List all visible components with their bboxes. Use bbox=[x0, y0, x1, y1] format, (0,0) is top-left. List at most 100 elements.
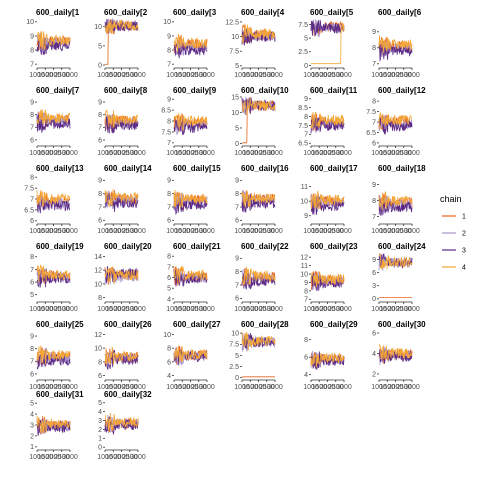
series-line-chain-4 bbox=[310, 111, 345, 129]
y-tick-label: 3 bbox=[30, 422, 34, 429]
x-tick-label: 3000 bbox=[336, 150, 352, 157]
series-line-chain-4 bbox=[36, 189, 71, 208]
series-line-chain-4 bbox=[173, 33, 208, 53]
y-tick-label: 7.5 bbox=[298, 123, 308, 130]
panel-title: 600_daily[30 bbox=[378, 320, 426, 329]
x-tick-label: 1500 bbox=[37, 228, 53, 235]
series-line-chain-4 bbox=[104, 20, 139, 35]
series-line-chain-4 bbox=[104, 412, 139, 432]
y-tick-label: 8 bbox=[167, 118, 171, 125]
x-tick-label: 1500 bbox=[105, 454, 121, 461]
y-tick-label: 10 bbox=[300, 271, 308, 278]
x-tick-label: 3000 bbox=[404, 72, 420, 79]
y-tick-label: 9 bbox=[167, 178, 171, 185]
x-tick-label: 2500 bbox=[396, 72, 412, 79]
panel-title: 600_daily[8 bbox=[104, 86, 148, 95]
series-line-chain-4 bbox=[36, 345, 71, 365]
y-tick-label: 10 bbox=[231, 34, 239, 41]
x-tick-label: 2000 bbox=[251, 306, 267, 313]
y-tick-label: 4 bbox=[30, 411, 34, 418]
y-tick-label: 10 bbox=[163, 332, 171, 339]
y-tick-label: 6 bbox=[372, 330, 376, 337]
x-tick-label: 2000 bbox=[183, 150, 199, 157]
x-tick-label: 1500 bbox=[37, 384, 53, 391]
x-tick-label: 3000 bbox=[199, 306, 215, 313]
y-tick-label: 6 bbox=[372, 140, 376, 147]
y-tick-label: 7 bbox=[235, 204, 239, 211]
x-tick-label: 2000 bbox=[251, 72, 267, 79]
series-line-chain-4 bbox=[241, 191, 276, 208]
legend: chain 1 2 3 4 bbox=[440, 194, 466, 272]
x-tick-label: 2000 bbox=[114, 384, 130, 391]
x-tick-label: 1000 bbox=[29, 384, 45, 391]
y-tick-label: 4 bbox=[304, 372, 308, 379]
y-tick-label: 3 bbox=[372, 283, 376, 290]
x-tick-label: 1500 bbox=[105, 150, 121, 157]
x-tick-label: 2500 bbox=[191, 150, 207, 157]
panel-title: 600_daily[20 bbox=[104, 242, 152, 251]
x-tick-label: 1500 bbox=[379, 384, 395, 391]
x-tick-label: 1500 bbox=[37, 454, 53, 461]
y-tick-label: 7.5 bbox=[366, 109, 376, 116]
x-tick-label: 3000 bbox=[62, 454, 78, 461]
x-tick-label: 2500 bbox=[191, 306, 207, 313]
y-tick-label: 10 bbox=[26, 19, 34, 26]
y-tick-label: 8 bbox=[167, 47, 171, 54]
series-line-chain-4 bbox=[378, 191, 413, 211]
x-tick-label: 2500 bbox=[328, 150, 344, 157]
y-tick-label: 9 bbox=[30, 333, 34, 340]
x-tick-label: 1000 bbox=[303, 306, 319, 313]
y-tick-label: 8 bbox=[167, 191, 171, 198]
series-line-chain-3 bbox=[378, 348, 413, 365]
series-line-chain-4 bbox=[36, 109, 71, 125]
x-tick-label: 1000 bbox=[97, 454, 113, 461]
panel-title: 600_daily[13 bbox=[36, 164, 84, 173]
x-tick-label: 1500 bbox=[105, 72, 121, 79]
x-tick-label: 2000 bbox=[251, 384, 267, 391]
series-line-chain-3 bbox=[36, 350, 71, 370]
x-tick-label: 1500 bbox=[174, 150, 190, 157]
x-tick-label: 3000 bbox=[130, 72, 146, 79]
x-tick-label: 3000 bbox=[336, 228, 352, 235]
y-tick-label: 6 bbox=[235, 296, 239, 303]
y-tick-label: 2 bbox=[372, 371, 376, 378]
y-tick-label: 9 bbox=[372, 257, 376, 264]
y-tick-label: 7 bbox=[98, 204, 102, 211]
y-tick-label: 8 bbox=[30, 112, 34, 119]
series-line-chain-4 bbox=[378, 343, 413, 361]
x-tick-label: 1000 bbox=[97, 72, 113, 79]
x-tick-label: 1000 bbox=[234, 306, 250, 313]
y-tick-label: 0 bbox=[235, 375, 239, 382]
y-tick-label: 9 bbox=[167, 97, 171, 104]
x-tick-label: 1000 bbox=[371, 228, 387, 235]
y-tick-label: 0 bbox=[235, 141, 239, 148]
legend-label-1: 1 bbox=[462, 214, 466, 221]
legend-label-3: 3 bbox=[462, 248, 466, 255]
x-tick-label: 1000 bbox=[166, 150, 182, 157]
x-tick-label: 2500 bbox=[54, 228, 70, 235]
y-tick-label: 10 bbox=[94, 24, 102, 31]
series-line-chain-2 bbox=[241, 268, 276, 288]
x-tick-label: 3000 bbox=[62, 150, 78, 157]
panel-title: 600_daily[11 bbox=[310, 86, 358, 95]
panel-title: 600_daily[12 bbox=[378, 86, 426, 95]
y-tick-label: 10 bbox=[231, 110, 239, 117]
y-tick-label: 6.5 bbox=[366, 130, 376, 137]
panel-title: 600_daily[21 bbox=[173, 242, 221, 251]
x-tick-label: 2500 bbox=[259, 384, 275, 391]
x-tick-label: 1500 bbox=[105, 228, 121, 235]
series-line-chain-4 bbox=[241, 331, 276, 351]
y-tick-label: 7.5 bbox=[161, 129, 171, 136]
y-tick-label: 5 bbox=[304, 35, 308, 42]
legend-label-4: 4 bbox=[462, 265, 466, 272]
panel-28: 600_daily[28 0 2.5 5 7.5 10 100015002000250030… bbox=[229, 320, 289, 391]
x-tick-label: 2000 bbox=[388, 306, 404, 313]
panel-12: 600_daily[12 6 6.5 7 7.5 8 1000150020002500300… bbox=[366, 86, 426, 157]
x-tick-label: 1500 bbox=[379, 228, 395, 235]
y-tick-label: 7 bbox=[30, 196, 34, 203]
